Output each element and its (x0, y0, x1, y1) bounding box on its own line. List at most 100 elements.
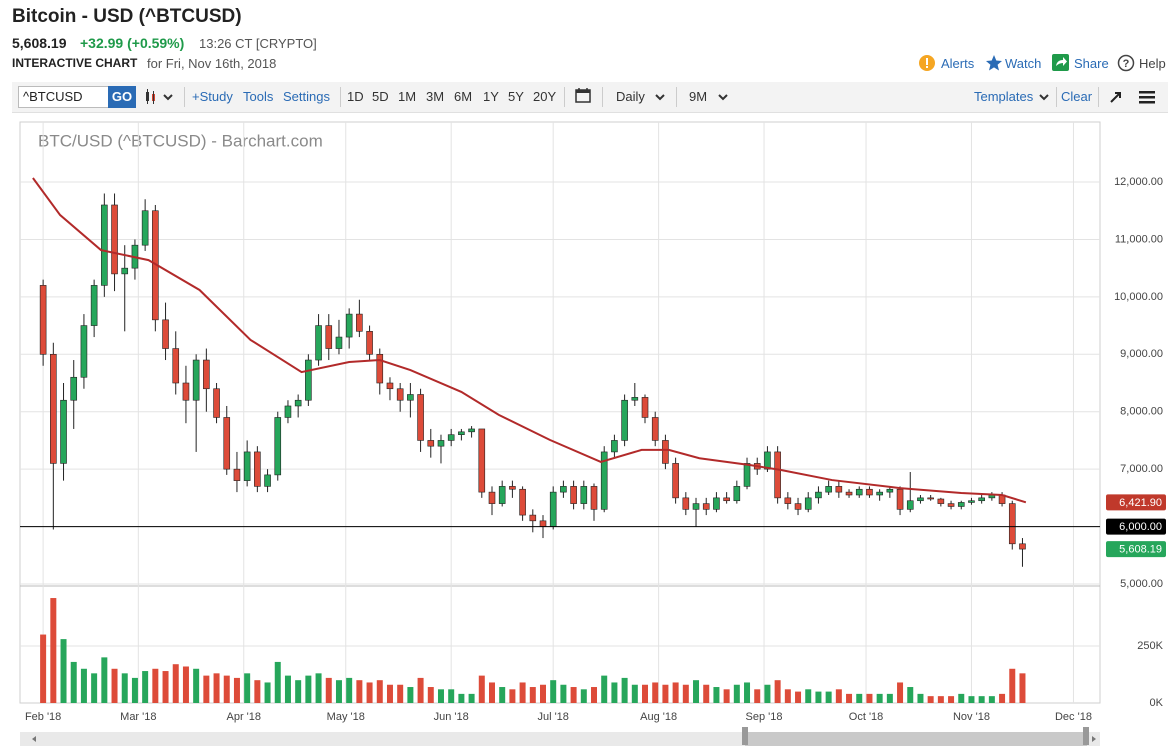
volume-bar (295, 680, 302, 703)
x-tick-label: Aug '18 (640, 711, 677, 723)
dropdown-arrow[interactable] (1038, 92, 1050, 102)
scrollbar-thumb[interactable] (745, 732, 1087, 746)
candle-body (478, 428, 486, 493)
volume-bar (550, 680, 557, 703)
x-tick-label: Apr '18 (226, 711, 261, 723)
candle-body (896, 488, 904, 510)
candle-body (1008, 503, 1016, 545)
y-tick-label: 7,000.00 (1120, 463, 1163, 475)
candle-body (203, 359, 210, 390)
share-link[interactable]: Share (1074, 56, 1109, 71)
volume-bar (244, 673, 251, 703)
settings-button[interactable]: Settings (283, 89, 330, 104)
volume-bar (733, 684, 740, 703)
expand-icon[interactable] (1108, 89, 1124, 105)
candle-body (192, 359, 200, 401)
scroll-left-arrow[interactable] (32, 736, 36, 742)
volume-bar (233, 677, 240, 703)
volume-bar (611, 682, 618, 703)
x-tick-label: Oct '18 (849, 711, 884, 723)
volume-bar (856, 693, 863, 703)
candle-body (335, 336, 343, 349)
candle-body (845, 491, 853, 496)
volume-bar (152, 668, 159, 703)
volume-bar (764, 684, 771, 703)
alerts-icon[interactable] (918, 54, 936, 72)
candle-body (254, 451, 261, 487)
volume-bar (1009, 668, 1016, 703)
candle-body (702, 503, 710, 510)
range-button[interactable]: 20Y (533, 89, 557, 104)
watch-icon[interactable] (985, 54, 1003, 72)
scroll-right-arrow[interactable] (1092, 736, 1096, 742)
volume-bar (284, 675, 291, 703)
menu-icon[interactable] (1138, 89, 1156, 105)
candle-body (539, 520, 547, 527)
scroll-handle-left[interactable] (742, 727, 748, 745)
watch-link[interactable]: Watch (1005, 56, 1042, 71)
candle-body (509, 486, 516, 490)
candle-body (70, 376, 78, 401)
study-button[interactable]: +Study (192, 89, 233, 104)
volume-bar (40, 634, 47, 703)
quote-time: 13:26 CT [CRYPTO] (199, 36, 317, 51)
volume-bar (509, 689, 516, 703)
symbol-input[interactable]: ^BTCUSD (18, 86, 112, 108)
candle-body (723, 497, 730, 502)
volume-bar (325, 677, 332, 703)
volume-bar (927, 696, 934, 703)
volume-bar (1019, 673, 1026, 703)
candle-body (305, 359, 312, 401)
scroll-handle-right[interactable] (1083, 727, 1089, 745)
range-button[interactable]: 1D (347, 89, 364, 104)
range-button[interactable]: 6M (454, 89, 473, 104)
volume-bar (499, 687, 506, 703)
volume-bar (744, 682, 751, 703)
volume-bar (652, 682, 659, 703)
range-button[interactable]: 3M (426, 89, 445, 104)
help-link[interactable]: Help (1139, 56, 1166, 71)
clear-button[interactable]: Clear (1061, 89, 1093, 104)
volume-bar (376, 680, 383, 703)
volume-bar (305, 675, 312, 703)
candle-body (804, 497, 812, 510)
calendar-icon[interactable] (575, 87, 591, 103)
volume-bar (121, 673, 128, 703)
svg-text:?: ? (1123, 58, 1130, 70)
volume-bar (50, 598, 57, 703)
candle-body (437, 440, 445, 447)
range-button[interactable]: 1Y (483, 89, 499, 104)
dropdown-arrow[interactable] (717, 92, 729, 102)
alerts-link[interactable]: Alerts (941, 56, 975, 71)
volume-bar (274, 661, 281, 703)
volume-bar (488, 682, 495, 703)
range-button[interactable]: 1M (398, 89, 417, 104)
y-tick-label: 5,000.00 (1120, 578, 1163, 590)
range-button[interactable]: 5Y (508, 89, 524, 104)
candle-body (968, 500, 975, 503)
range-button[interactable]: 5D (372, 89, 389, 104)
candle-body (121, 267, 129, 275)
dropdown-arrow[interactable] (654, 92, 666, 102)
candle-body (243, 451, 251, 481)
candle-body (672, 463, 679, 499)
candle-body (529, 514, 537, 522)
period-select[interactable]: 9M (689, 89, 708, 104)
go-button[interactable]: GO (108, 86, 136, 108)
interval-select[interactable]: Daily (616, 89, 645, 104)
volume-bar (774, 680, 781, 703)
volume-bar (448, 689, 455, 703)
candle-body (519, 488, 526, 516)
chart-type-button[interactable] (144, 88, 178, 106)
y-tick-label: 10,000.00 (1114, 291, 1163, 303)
help-icon[interactable]: ? (1117, 54, 1135, 72)
tools-button[interactable]: Tools (243, 89, 274, 104)
volume-bar (662, 684, 669, 703)
candle-body (815, 491, 822, 499)
volume-bar (254, 680, 261, 703)
volume-bar (570, 687, 577, 703)
share-icon[interactable] (1052, 54, 1069, 71)
candle-body (947, 503, 955, 507)
candle-body (498, 486, 506, 504)
templates-button[interactable]: Templates (974, 89, 1034, 104)
